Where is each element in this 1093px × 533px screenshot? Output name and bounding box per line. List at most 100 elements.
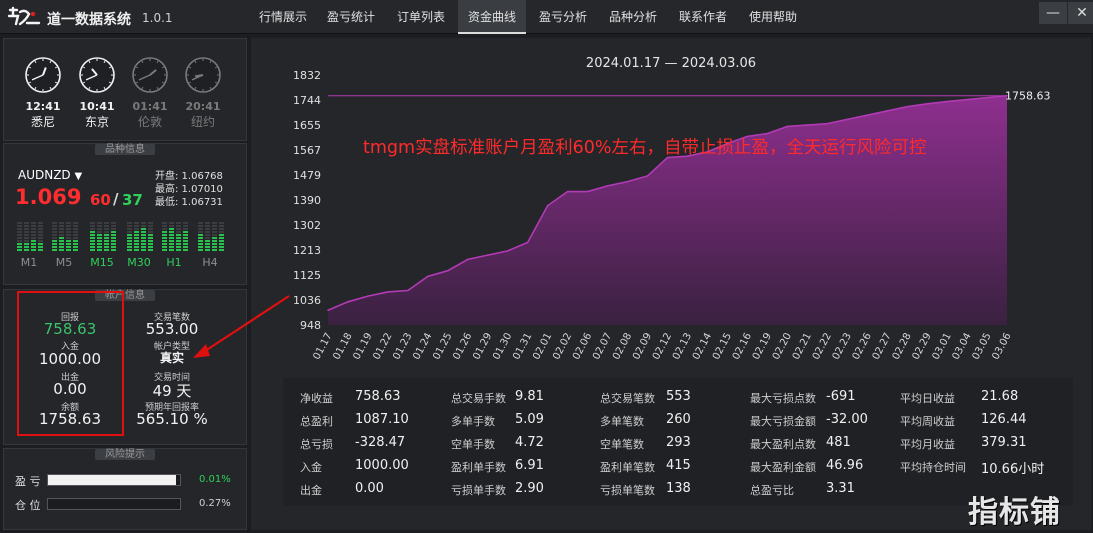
tab-equity-curve[interactable]: 资金曲线: [458, 0, 526, 34]
meter-segment: [183, 231, 188, 233]
meter-segment: [219, 243, 224, 245]
stat-label: 最大盈利点数: [750, 438, 816, 451]
position-risk-label: 仓 位: [15, 499, 41, 512]
symbol-info-header: 品种信息: [2, 143, 248, 157]
meter-segment: [183, 240, 188, 242]
meter-segment: [111, 246, 116, 248]
stat-label: 亏损单手数: [451, 484, 506, 497]
tab-help[interactable]: 使用帮助: [748, 10, 797, 24]
stat-value: 46.96: [826, 458, 864, 473]
risk-panel: [3, 448, 247, 530]
symbol-selector[interactable]: AUDNZD ▼: [18, 168, 82, 182]
meter-segment: [183, 249, 188, 251]
timeframe-label[interactable]: M15: [90, 256, 114, 269]
meter-segment: [38, 240, 43, 242]
data-point: [407, 289, 409, 292]
meter-segment: [111, 222, 116, 224]
meter-segment: [176, 231, 181, 233]
data-point: [806, 124, 809, 126]
meter-segment: [24, 237, 29, 239]
stat-value: -328.47: [355, 435, 406, 450]
meter-segment: [66, 237, 71, 239]
meter-segment: [31, 240, 36, 242]
minimize-button[interactable]: —: [1039, 2, 1067, 24]
stat-value: 1087.10: [355, 412, 409, 427]
meter-segment: [141, 234, 146, 236]
meter-segment: [24, 222, 29, 224]
stat-value: 758.63: [355, 389, 401, 404]
meter-segment: [73, 234, 78, 236]
data-point: [866, 114, 869, 116]
timeframe-meter: [198, 222, 226, 252]
meter-segment: [24, 225, 29, 227]
meter-segment: [52, 246, 57, 248]
stat-label: 空单手数: [451, 438, 495, 451]
meter-segment: [148, 249, 153, 251]
meter-segment: [73, 237, 78, 239]
timeframe-label[interactable]: H1: [166, 256, 182, 269]
meter-segment: [141, 222, 146, 224]
meter-segment: [104, 237, 109, 239]
y-tick-label: 1036: [293, 294, 321, 307]
meter-segment: [31, 222, 36, 224]
meter-segment: [127, 228, 132, 230]
trading-time-label: 交易时间: [153, 373, 190, 383]
meter-segment: [198, 246, 203, 248]
meter-segment: [73, 246, 78, 248]
meter-segment: [111, 225, 116, 227]
meter-segment: [24, 228, 29, 230]
tab-pnl-stats[interactable]: 盈亏统计: [326, 10, 375, 24]
meter-segment: [127, 225, 132, 227]
meter-segment: [52, 240, 57, 242]
account-highlight-box: [17, 291, 124, 436]
clock: 12:41 悉尼: [23, 56, 63, 130]
tab-contact[interactable]: 联系作者: [678, 10, 727, 24]
y-tick-label: 1125: [293, 269, 321, 282]
meter-segment: [24, 249, 29, 251]
meter-segment: [183, 228, 188, 230]
stat-value: 10.66小时: [981, 462, 1045, 477]
meter-segment: [38, 231, 43, 233]
timeframe-label[interactable]: M5: [55, 256, 73, 269]
tab-market[interactable]: 行情展示: [258, 10, 307, 24]
meter-segment: [17, 225, 22, 227]
meter-segment: [31, 234, 36, 236]
clock-face-icon: [25, 57, 61, 93]
meter-segment: [59, 249, 64, 251]
timeframe-label[interactable]: M1: [20, 256, 38, 269]
timeframe-label[interactable]: M30: [127, 256, 151, 269]
data-point: [387, 291, 389, 293]
meter-segment: [162, 240, 167, 242]
meter-segment: [205, 234, 210, 236]
meter-segment: [24, 234, 29, 236]
account-type-label: 帐户类型: [153, 342, 190, 352]
close-button[interactable]: ✕: [1068, 2, 1093, 24]
high-price: 最高: 1.07010: [155, 184, 223, 195]
meter-segment: [97, 243, 102, 245]
data-point: [966, 98, 968, 101]
data-point: [786, 125, 789, 128]
meter-segment: [38, 225, 43, 227]
meter-segment: [212, 231, 217, 233]
meter-segment: [162, 246, 167, 248]
stat-value: 481: [826, 435, 851, 450]
tab-orders[interactable]: 订单列表: [396, 10, 445, 24]
tab-symbol-analysis[interactable]: 品种分析: [608, 10, 657, 24]
meter-segment: [176, 243, 181, 245]
timeframe-label[interactable]: H4: [202, 256, 218, 269]
tab-pnl-analysis[interactable]: 盈亏分析: [538, 10, 587, 24]
stat-label: 平均持仓时间: [900, 461, 966, 474]
meter-segment: [134, 228, 139, 230]
meter-segment: [73, 231, 78, 233]
meter-segment: [134, 225, 139, 227]
meter-segment: [31, 231, 36, 233]
data-point: [506, 250, 509, 252]
chart-annotation: tmgm实盘标准账户月盈利60%左右，自带止损止盈，全天运行风险可控: [363, 138, 926, 158]
chart-title: 2024.01.17 — 2024.03.06: [586, 56, 756, 71]
meter-segment: [66, 225, 71, 227]
meter-segment: [127, 234, 132, 236]
meter-segment: [162, 249, 167, 251]
y-tick-label: 1655: [293, 119, 321, 132]
meter-segment: [134, 222, 139, 224]
app-name: 道一数据系统: [47, 12, 131, 28]
